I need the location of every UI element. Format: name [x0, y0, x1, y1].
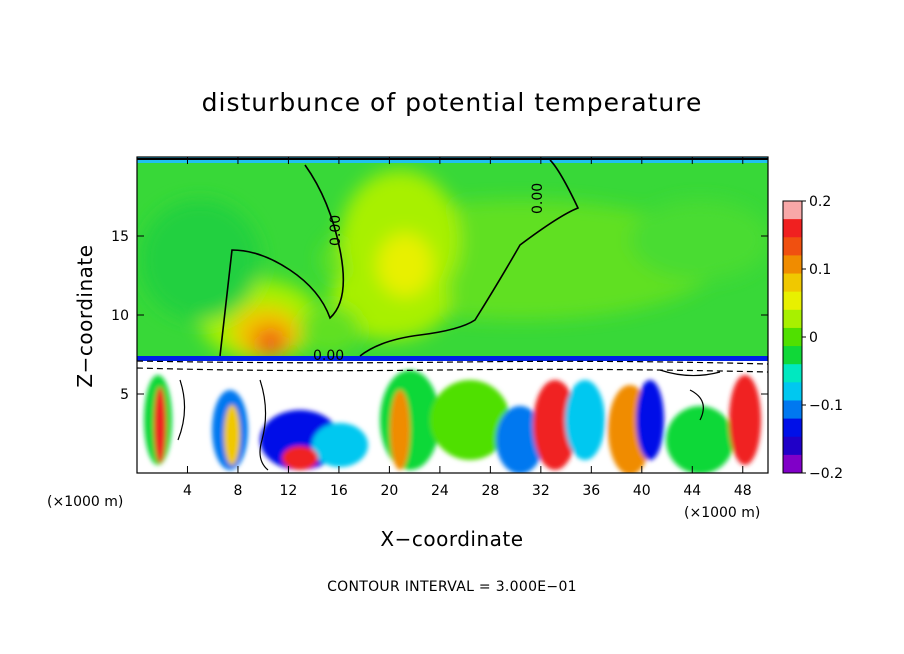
colorbar-swatch — [783, 418, 802, 438]
colorbar-tick-label: −0.1 — [809, 398, 843, 414]
x-tick-label: 32 — [532, 483, 550, 499]
y-tick-label: 10 — [111, 308, 129, 324]
colorbar-tick-label: −0.2 — [809, 466, 843, 482]
colorbar-swatch — [783, 309, 802, 329]
colorbar-swatch — [783, 454, 802, 474]
x-tick-label: 48 — [734, 483, 752, 499]
colorbar-swatch — [783, 201, 802, 220]
contour-interval-label: CONTOUR INTERVAL = 3.000E−01 — [327, 579, 577, 595]
x-tick-label: 16 — [330, 483, 348, 499]
x-tick-label: 44 — [683, 483, 701, 499]
x-tick-label: 28 — [481, 483, 499, 499]
x-tick-label: 24 — [431, 483, 449, 499]
x-tick-label: 8 — [233, 483, 242, 499]
colorbar-swatch — [783, 382, 802, 401]
x-tick-label: 20 — [380, 483, 398, 499]
x-tick-label: 4 — [183, 483, 192, 499]
x-unit-label-left: (×1000 m) — [47, 494, 123, 510]
contour-label: 0.00 — [313, 348, 344, 364]
colorbar-swatch — [783, 436, 802, 456]
colorbar-swatch — [783, 219, 802, 238]
colorbar-swatch — [783, 364, 802, 383]
x-tick-label: 36 — [582, 483, 600, 499]
chart-title: disturbunce of potential temperature — [202, 88, 703, 117]
colorbar-ticks: 0.2 0.1 0 −0.1 −0.2 — [802, 194, 843, 482]
colorbar-tick-label: 0.1 — [809, 262, 831, 278]
y-axis-ticks: 5 10 15 — [111, 229, 768, 403]
colorbar-tick-label: 0 — [809, 330, 818, 346]
colorbar — [782, 200, 803, 474]
colorbar-swatch — [783, 327, 802, 347]
colorbar-swatch — [783, 400, 802, 420]
colorbar-swatch — [783, 273, 802, 293]
y-tick-label: 15 — [111, 229, 129, 245]
colorbar-swatch — [783, 237, 802, 256]
contour-label: 0.00 — [328, 215, 344, 246]
contour-label: 0.00 — [530, 183, 546, 214]
colorbar-swatch — [783, 291, 802, 311]
colorbar-swatch — [783, 346, 802, 365]
x-axis-ticks: 4 8 12 16 20 24 28 32 36 40 44 48 — [183, 157, 752, 499]
colorbar-swatch — [783, 255, 802, 275]
y-axis-label: Z−coordinate — [73, 244, 97, 387]
x-axis-label: X−coordinate — [380, 527, 523, 551]
x-tick-label: 12 — [280, 483, 298, 499]
y-tick-label: 5 — [120, 387, 129, 403]
x-unit-label-right: (×1000 m) — [684, 505, 760, 521]
x-tick-label: 40 — [633, 483, 651, 499]
potential-temperature-field — [137, 157, 768, 473]
colorbar-tick-label: 0.2 — [809, 194, 831, 210]
